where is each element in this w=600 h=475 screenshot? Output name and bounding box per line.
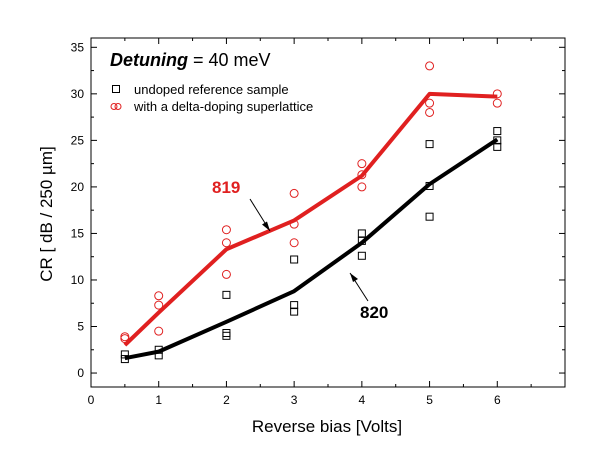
legend: undoped reference sample with a delta-do… bbox=[110, 82, 313, 114]
data-point-square bbox=[290, 307, 299, 316]
data-point-circle bbox=[289, 219, 299, 229]
data-point-square bbox=[222, 331, 231, 340]
plot-area bbox=[120, 61, 502, 364]
y-axis-title: CR [ dB / 250 µm] bbox=[37, 146, 56, 281]
data-point-circle bbox=[492, 89, 502, 99]
data-point-square bbox=[222, 329, 231, 338]
data-point-circle bbox=[221, 269, 231, 279]
data-point-square bbox=[357, 251, 366, 260]
x-tick-label: 0 bbox=[88, 393, 95, 407]
plot-title: Detuning = 40 meV bbox=[110, 50, 271, 70]
data-point-square bbox=[154, 351, 163, 360]
data-point-square bbox=[425, 140, 434, 149]
x-tick-label: 6 bbox=[494, 393, 501, 407]
data-point-square bbox=[290, 301, 299, 310]
data-point-circle bbox=[357, 170, 367, 180]
x-tick-label: 2 bbox=[223, 393, 230, 407]
data-point-circle bbox=[357, 182, 367, 192]
data-point-square bbox=[425, 181, 434, 190]
annotation-820: 820 bbox=[360, 303, 388, 322]
data-point-circle bbox=[492, 98, 502, 108]
x-axis-title: Reverse bias [Volts] bbox=[252, 417, 402, 436]
data-point-circle bbox=[120, 334, 130, 344]
y-tick-label: 35 bbox=[71, 40, 85, 54]
x-tick-label: 3 bbox=[291, 393, 298, 407]
data-point-circle bbox=[154, 291, 164, 301]
legend-label-undoped: undoped reference sample bbox=[134, 82, 289, 97]
data-point-circle bbox=[425, 61, 435, 71]
data-point-circle bbox=[221, 238, 231, 248]
axes: 0 1 2 3 4 5 6 0 5 10 15 20 25 30 35 bbox=[71, 37, 566, 407]
y-tick-label: 5 bbox=[77, 320, 84, 334]
data-point-circle bbox=[425, 98, 435, 108]
legend-label-delta: with a delta-doping superlattice bbox=[133, 99, 313, 114]
y-tick-label: 10 bbox=[71, 273, 85, 287]
annotation-820-arrow bbox=[349, 272, 369, 302]
data-point-circle bbox=[425, 107, 435, 117]
y-tick-label: 15 bbox=[71, 226, 85, 240]
y-tick-label: 20 bbox=[71, 180, 85, 194]
data-point-square bbox=[493, 136, 502, 145]
data-point-square bbox=[290, 255, 299, 264]
data-point-square bbox=[493, 142, 502, 151]
x-tick-label: 5 bbox=[426, 393, 433, 407]
x-tick-label: 1 bbox=[155, 393, 162, 407]
data-point-square bbox=[120, 350, 129, 359]
plot-title-value: = 40 meV bbox=[188, 50, 271, 70]
data-point-circle bbox=[289, 188, 299, 198]
data-point-square bbox=[154, 345, 163, 354]
data-point-square bbox=[357, 229, 366, 238]
y-tick-label: 0 bbox=[77, 366, 84, 380]
data-point-circle bbox=[154, 326, 164, 336]
data-point-circle bbox=[154, 300, 164, 310]
data-point-square bbox=[120, 355, 129, 364]
fit-line-series-1 bbox=[123, 91, 498, 347]
y-tick-label: 25 bbox=[71, 133, 85, 147]
data-point-circle bbox=[120, 332, 130, 342]
x-tick-label: 4 bbox=[359, 393, 366, 407]
annotation-819: 819 bbox=[212, 178, 240, 197]
data-point-circle bbox=[357, 159, 367, 169]
legend-marker-delta-b bbox=[114, 103, 122, 110]
data-point-circle bbox=[221, 225, 231, 235]
data-point-square bbox=[222, 290, 231, 299]
legend-marker-undoped bbox=[112, 85, 120, 93]
data-point-square bbox=[493, 127, 502, 136]
data-point-circle bbox=[289, 238, 299, 248]
legend-marker-delta-a bbox=[110, 103, 118, 110]
data-point-square bbox=[425, 212, 434, 221]
annotation-819-arrow bbox=[249, 198, 271, 232]
plot-title-label: Detuning bbox=[110, 50, 188, 70]
y-tick-label: 30 bbox=[71, 87, 85, 101]
fit-line-series-0 bbox=[124, 137, 499, 361]
